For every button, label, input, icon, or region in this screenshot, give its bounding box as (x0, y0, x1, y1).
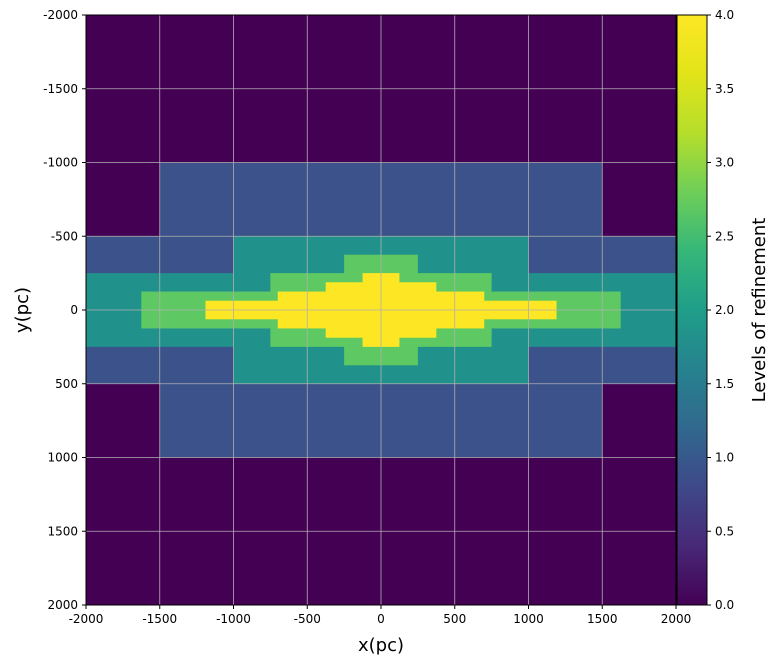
colorbar-gradient (676, 14, 708, 606)
y-tick-label: 500 (55, 377, 78, 391)
x-tick-label: -500 (294, 612, 321, 626)
grid-lines (85, 14, 677, 606)
colorbar-tick-label: 1.5 (715, 377, 734, 391)
y-tick-label: -1500 (43, 82, 78, 96)
colorbar-tick-label: 4.0 (715, 8, 734, 22)
x-axis-label: x(pc) (358, 635, 404, 656)
x-tick-label: -1000 (216, 612, 251, 626)
colorbar-tick-label: 3.0 (715, 156, 734, 170)
y-tick-label: 0 (70, 303, 78, 317)
colorbar-tick-label: 2.5 (715, 229, 734, 243)
x-tick-label: 0 (377, 612, 385, 626)
y-tick-label: -1000 (43, 156, 78, 170)
y-tick-label: 1500 (47, 524, 78, 538)
y-axis-label: y(pc) (12, 287, 33, 333)
x-tick-label: 1000 (513, 612, 544, 626)
y-axis-ticks: -2000 -1500 -1000 -500 0 500 1000 1500 2000 (43, 8, 86, 612)
x-tick-label: 500 (443, 612, 466, 626)
colorbar-tick-label: 1.0 (715, 451, 734, 465)
x-axis-ticks: -2000 -1500 -1000 -500 0 500 1000 1500 2000 (69, 605, 692, 626)
colorbar-ticks: 0.0 0.5 1.0 1.5 2.0 2.5 3.0 3.5 4.0 (707, 8, 734, 612)
colorbar-label: Levels of refinement (749, 218, 770, 403)
colorbar-tick-label: 3.5 (715, 82, 734, 96)
x-tick-label: 2000 (661, 612, 692, 626)
y-tick-label: -500 (51, 229, 78, 243)
plot-area (85, 14, 677, 606)
x-tick-label: 1500 (587, 612, 618, 626)
colorbar-tick-label: 0.5 (715, 524, 734, 538)
x-tick-label: -1500 (142, 612, 177, 626)
colorbar-tick-label: 2.0 (715, 303, 734, 317)
x-tick-label: -2000 (69, 612, 104, 626)
y-tick-label: 2000 (47, 598, 78, 612)
y-tick-label: -2000 (43, 8, 78, 22)
y-tick-label: 1000 (47, 451, 78, 465)
colorbar-tick-label: 0.0 (715, 598, 734, 612)
colorbar: 0.0 0.5 1.0 1.5 2.0 2.5 3.0 3.5 4.0 Levels of re… (676, 8, 770, 612)
